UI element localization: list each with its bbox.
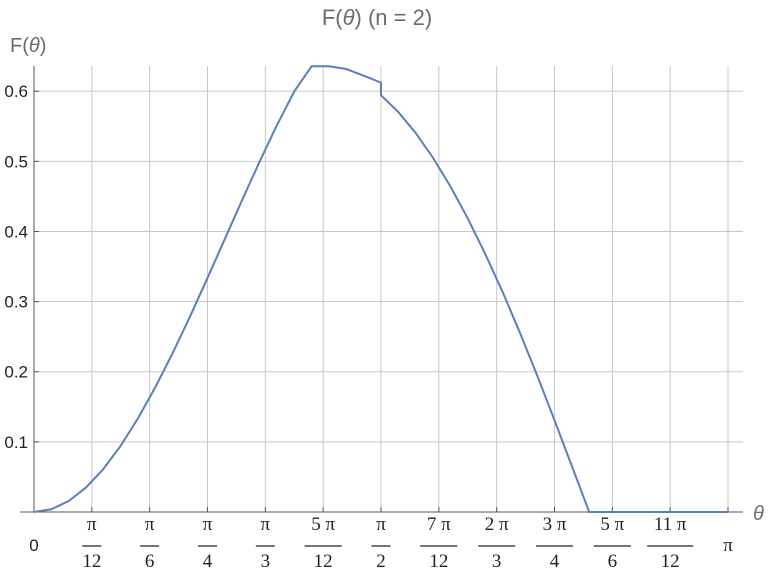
x-tick-label: π bbox=[723, 535, 733, 556]
x-tick-denominator: 4 bbox=[550, 551, 560, 572]
x-axis-label: θ bbox=[753, 503, 764, 525]
series-line bbox=[33, 65, 728, 513]
x-tick-numerator: π bbox=[261, 514, 271, 535]
x-tick-label: π3 bbox=[255, 514, 275, 572]
x-tick-numerator: 7 π bbox=[427, 514, 451, 535]
y-ticks: 0.1 0.2 0.3 0.4 0.5 0.6 bbox=[4, 82, 28, 452]
x-tick-denominator: 6 bbox=[608, 551, 618, 572]
x-tick-label: 0 bbox=[29, 536, 38, 555]
x-tick-label: 5 π 12 bbox=[304, 514, 342, 572]
x-tick-denominator: 2 bbox=[376, 551, 386, 572]
y-tick-label: 0.6 bbox=[4, 82, 28, 101]
x-tick-label: π4 bbox=[198, 514, 218, 572]
x-tick-numerator: 2 π bbox=[485, 514, 509, 535]
y-tick-label: 0.2 bbox=[4, 363, 28, 382]
y-tick-label: 0.5 bbox=[4, 152, 28, 171]
x-tick-label: π2 bbox=[371, 514, 391, 572]
x-tick-denominator: 3 bbox=[261, 551, 271, 572]
y-axis-label: F(θ) bbox=[10, 35, 46, 57]
grid bbox=[34, 66, 743, 512]
x-tick-label: 11 π 12 bbox=[647, 514, 694, 572]
x-tick-numerator: π bbox=[87, 514, 97, 535]
y-tick-label: 0.1 bbox=[4, 433, 28, 452]
x-tick-numerator: π bbox=[145, 514, 155, 535]
x-tick-denominator: 12 bbox=[661, 551, 680, 572]
x-tick-denominator: 12 bbox=[82, 551, 101, 572]
x-tick-numerator: 5 π bbox=[311, 514, 335, 535]
x-tick-denominator: 6 bbox=[145, 551, 155, 572]
x-tick-label: 7 π 12 bbox=[420, 514, 458, 572]
x-tick-denominator: 12 bbox=[429, 551, 448, 572]
x-tick-numerator: 3 π bbox=[543, 514, 567, 535]
x-tick-numerator: 5 π bbox=[600, 514, 624, 535]
x-tick-label: 3 π 4 bbox=[536, 514, 574, 572]
x-tick-denominator: 12 bbox=[314, 551, 333, 572]
y-tick-label: 0.4 bbox=[4, 222, 28, 241]
x-tick-numerator: 11 π bbox=[654, 514, 687, 535]
x-tick-label: π6 bbox=[140, 514, 160, 572]
x-tick-denominator: 3 bbox=[492, 551, 502, 572]
x-tick-numerator: π bbox=[203, 514, 213, 535]
x-tick-denominator: 4 bbox=[203, 551, 213, 572]
x-tick-numerator: π bbox=[376, 514, 386, 535]
x-tick-label: π 12 bbox=[82, 514, 102, 572]
series-group bbox=[33, 65, 728, 513]
y-tick-label: 0.3 bbox=[4, 293, 28, 312]
x-tick-label: 2 π 3 bbox=[478, 514, 516, 572]
chart-title: F(θ) (n = 2) bbox=[322, 5, 432, 30]
x-tick-label: 5 π 6 bbox=[593, 514, 631, 572]
